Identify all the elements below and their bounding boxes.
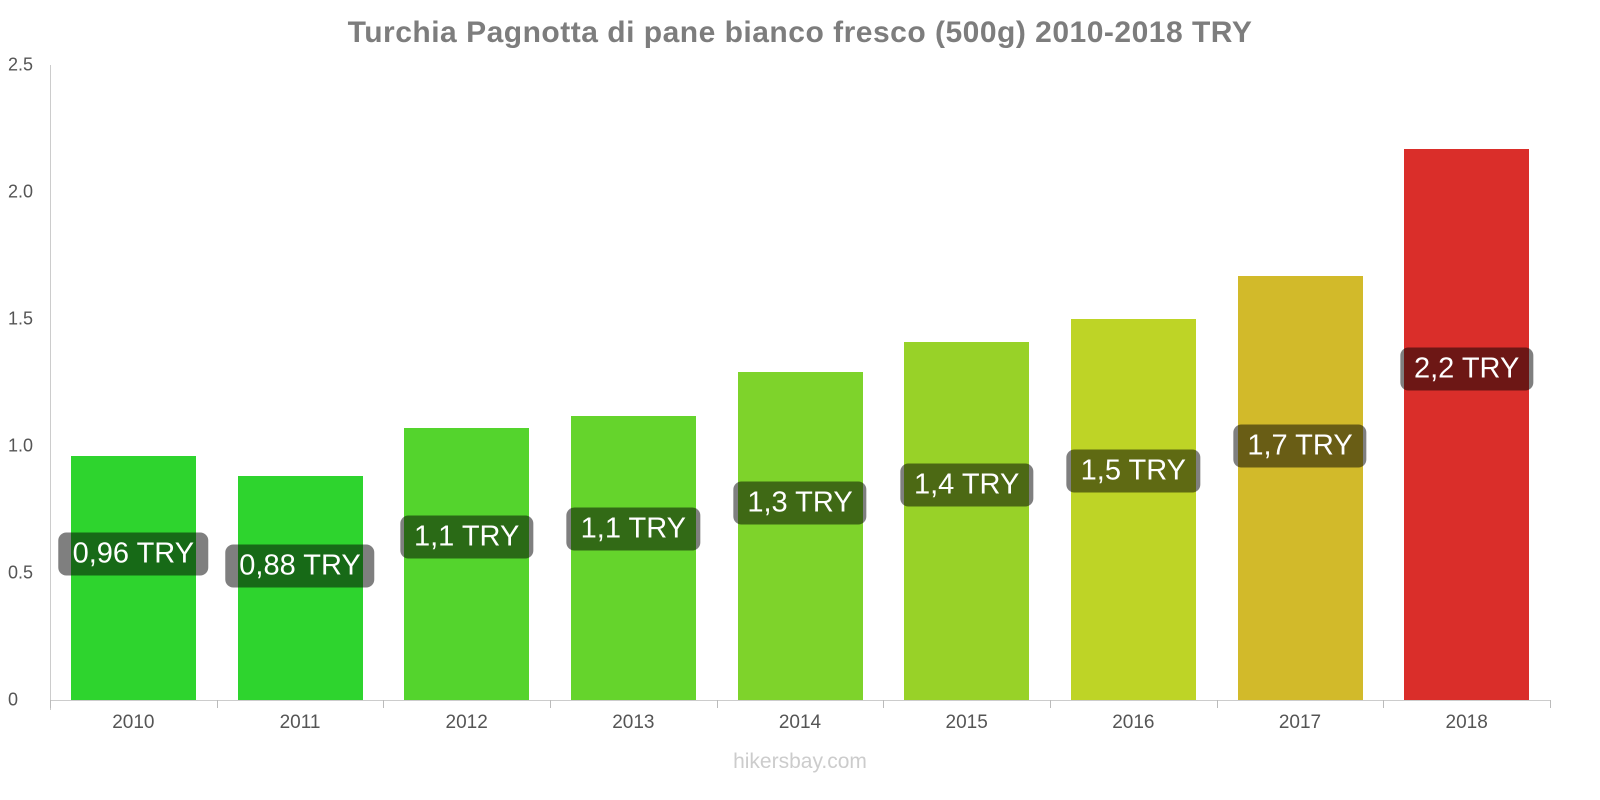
x-tick-label: 2015 bbox=[945, 712, 988, 733]
x-tick-label: 2011 bbox=[279, 712, 321, 733]
bar-value-label: 1,5 TRY bbox=[1066, 449, 1200, 493]
bar-value-label: 0,96 TRY bbox=[58, 532, 209, 576]
y-tick-label: 2.0 bbox=[8, 181, 34, 202]
bar-value-label: 1,3 TRY bbox=[733, 481, 867, 525]
y-tick-label: 0 bbox=[8, 689, 19, 710]
bar-value-label: 1,1 TRY bbox=[566, 507, 700, 551]
y-axis bbox=[50, 65, 51, 710]
bar-2015 bbox=[904, 341, 1030, 700]
x-axis-tick bbox=[883, 700, 885, 708]
bar-2012 bbox=[404, 428, 530, 700]
x-tick-label: 2018 bbox=[1445, 712, 1488, 733]
x-axis-tick bbox=[1216, 700, 1218, 708]
x-tick-label: 2014 bbox=[778, 712, 822, 733]
x-axis bbox=[50, 700, 1550, 701]
bar-2016 bbox=[1070, 319, 1196, 700]
x-axis-tick bbox=[1550, 700, 1551, 708]
bar-2014 bbox=[737, 372, 863, 700]
y-tick-label: 0.5 bbox=[8, 562, 34, 583]
chart-title: Turchia Pagnotta di pane bianco fresco (… bbox=[347, 16, 1253, 49]
bar-value-label: 2,2 TRY bbox=[1399, 347, 1534, 391]
x-axis-tick bbox=[1050, 700, 1051, 708]
x-axis-tick bbox=[383, 700, 385, 708]
footer-watermark: hikersbay.com bbox=[733, 750, 867, 773]
bar-value-label: 1,7 TRY bbox=[1233, 424, 1367, 467]
bar-value-label: 0,88 TRY bbox=[225, 544, 375, 588]
x-axis-tick bbox=[550, 700, 551, 708]
x-axis-tick bbox=[1383, 700, 1385, 708]
x-tick-label: 2017 bbox=[1278, 712, 1322, 733]
x-axis-tick bbox=[716, 700, 718, 708]
bar-value-label: 1,1 TRY bbox=[399, 515, 534, 559]
y-tick-label: 2.5 bbox=[8, 54, 34, 75]
bar-2010 bbox=[70, 456, 196, 700]
x-tick-label: 2010 bbox=[112, 712, 155, 733]
bar-value-label: 1,4 TRY bbox=[899, 463, 1034, 507]
x-axis-tick bbox=[50, 700, 51, 708]
bar-2011 bbox=[237, 476, 363, 700]
y-tick-label: 1.0 bbox=[8, 435, 34, 456]
bar-2013 bbox=[570, 415, 696, 700]
x-tick-label: 2013 bbox=[612, 712, 655, 733]
x-tick-label: 2016 bbox=[1112, 712, 1155, 733]
x-axis-tick bbox=[216, 700, 218, 708]
bar-2018 bbox=[1404, 148, 1530, 700]
bar-2017 bbox=[1237, 275, 1363, 700]
y-tick-label: 1.5 bbox=[8, 308, 34, 329]
x-tick-label: 2012 bbox=[445, 712, 488, 733]
